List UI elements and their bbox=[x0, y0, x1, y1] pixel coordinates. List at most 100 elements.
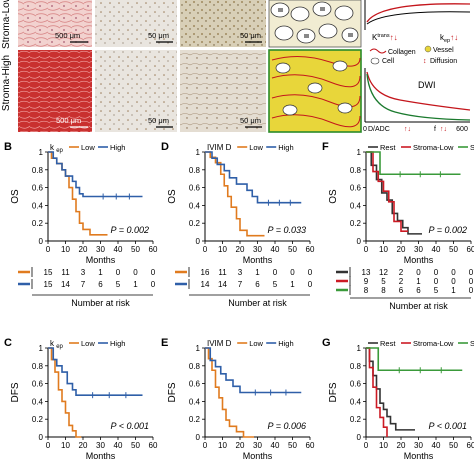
x-axis-label: Months bbox=[404, 451, 434, 461]
x-tick-label: 60 bbox=[149, 245, 158, 254]
cell-legend-icon bbox=[370, 57, 380, 65]
y-tick-label: 0.6 bbox=[350, 184, 362, 193]
y-axis-label: DFS bbox=[10, 382, 21, 402]
legend-label: Low bbox=[81, 143, 95, 152]
scale-bar-label: 50 μm bbox=[148, 31, 169, 40]
x-axis-label: Months bbox=[86, 255, 116, 265]
risk-count: 0 bbox=[151, 280, 156, 289]
legend-vessel: Vessel bbox=[433, 47, 454, 54]
x-tick-label: 60 bbox=[306, 245, 315, 254]
x-tick-label: 10 bbox=[218, 441, 227, 450]
collagen-fiber bbox=[271, 94, 361, 108]
row-label-stroma-high: Stroma-High bbox=[1, 55, 12, 111]
histology-row-labels: Stroma-Low Stroma-High bbox=[1, 0, 12, 111]
x-tick-label: 20 bbox=[236, 245, 245, 254]
x-tick-label: 30 bbox=[253, 441, 262, 450]
dwi-x-tick-0: 0 bbox=[363, 126, 367, 133]
dwi-xlabel: D/ADC bbox=[368, 126, 390, 133]
histology-tile-ihc-high-1 bbox=[95, 50, 177, 132]
y-axis-label: DFS bbox=[328, 382, 339, 402]
x-tick-label: 60 bbox=[149, 441, 158, 450]
legend-label: Stroma-Low bbox=[413, 339, 454, 348]
x-tick-label: 40 bbox=[114, 441, 123, 450]
panel-letter: C bbox=[4, 337, 12, 349]
km-curve-high bbox=[48, 347, 143, 396]
cell-shape bbox=[318, 23, 338, 39]
x-tick-label: 20 bbox=[397, 245, 406, 254]
risk-count: 0 bbox=[416, 268, 421, 277]
risk-count: 0 bbox=[308, 268, 313, 277]
risk-count: 14 bbox=[201, 280, 210, 289]
dwi-f-label: f bbox=[434, 126, 436, 133]
y-tick-label: 0.8 bbox=[32, 166, 44, 175]
risk-count: 0 bbox=[273, 268, 278, 277]
x-tick-label: 50 bbox=[131, 245, 140, 254]
km-panel-f: F00.20.40.60.810 10 20 30 40 50 60OSMonthsRest… bbox=[322, 141, 474, 311]
y-tick-label: 0 bbox=[39, 433, 44, 442]
x-tick-label: 50 bbox=[131, 441, 140, 450]
y-tick-label: 0 bbox=[357, 237, 362, 246]
risk-count: 1 bbox=[290, 280, 295, 289]
risk-count: 15 bbox=[44, 280, 53, 289]
y-tick-label: 0.4 bbox=[189, 201, 201, 210]
risk-count: 0 bbox=[308, 280, 313, 289]
y-tick-label: 0.2 bbox=[32, 415, 44, 424]
km-panel-d: D00.20.40.60.810 10 20 30 40 50 60OSMonthsIVIM… bbox=[161, 141, 315, 308]
cell-shape bbox=[274, 25, 294, 41]
x-tick-label: 0 bbox=[364, 441, 369, 450]
y-tick-label: 1 bbox=[39, 148, 44, 157]
x-tick-label: 30 bbox=[253, 245, 262, 254]
legend-label: Low bbox=[81, 339, 95, 348]
dwi-curve-green bbox=[366, 73, 471, 121]
risk-count: 6 bbox=[416, 286, 421, 295]
y-tick-label: 0.4 bbox=[32, 201, 44, 210]
dwi-x-tick-600: 600 bbox=[456, 126, 468, 133]
y-tick-label: 0.4 bbox=[350, 397, 362, 406]
legend-label: High bbox=[278, 339, 293, 348]
x-tick-label: 40 bbox=[271, 245, 280, 254]
histology-tile-ihc-low-2 bbox=[180, 0, 266, 47]
legend-label: Rest bbox=[380, 143, 396, 152]
y-tick-label: 0.8 bbox=[350, 166, 362, 175]
risk-count: 1 bbox=[133, 280, 138, 289]
y-tick-label: 0.2 bbox=[350, 219, 362, 228]
y-tick-label: 0.2 bbox=[189, 415, 201, 424]
risk-count: 1 bbox=[255, 268, 260, 277]
risk-count: 0 bbox=[133, 268, 138, 277]
x-tick-label: 40 bbox=[432, 245, 441, 254]
histology-grid: 500 μm 50 μm 50 μm 500 μm 50 μm 50 μm bbox=[18, 0, 266, 132]
collagen-legend-icon bbox=[369, 48, 387, 54]
risk-count: 6 bbox=[255, 280, 260, 289]
kep-label: kep↑↓ bbox=[440, 33, 458, 44]
kinetics-schematic: Ktrans↑↓ kep↑↓ Collagen Vessel Cell ↕ Di… bbox=[363, 0, 471, 133]
nucleus-shape bbox=[320, 7, 325, 11]
x-axis-label: Months bbox=[404, 255, 434, 265]
y-tick-label: 0.2 bbox=[350, 415, 362, 424]
x-tick-label: 40 bbox=[432, 441, 441, 450]
legend-label: High bbox=[110, 143, 125, 152]
risk-count: 3 bbox=[238, 268, 243, 277]
x-tick-label: 20 bbox=[79, 245, 88, 254]
risk-count: 0 bbox=[451, 277, 456, 286]
risk-count: 0 bbox=[469, 268, 474, 277]
histology-tile-ihc-high-2 bbox=[180, 50, 266, 132]
x-tick-label: 50 bbox=[288, 441, 297, 450]
x-tick-label: 10 bbox=[218, 245, 227, 254]
risk-count: 0 bbox=[469, 277, 474, 286]
risk-table-label: Number at risk bbox=[228, 298, 287, 308]
panel-letter: G bbox=[322, 337, 331, 349]
risk-count: 1 bbox=[98, 268, 103, 277]
risk-table-label: Number at risk bbox=[71, 298, 130, 308]
risk-count: 15 bbox=[44, 268, 53, 277]
panel-letter: B bbox=[4, 141, 12, 153]
x-tick-label: 30 bbox=[414, 245, 423, 254]
risk-count: 0 bbox=[469, 286, 474, 295]
risk-count: 0 bbox=[290, 268, 295, 277]
y-axis-label: OS bbox=[328, 189, 339, 204]
risk-count: 14 bbox=[61, 280, 70, 289]
p-value: P = 0.033 bbox=[268, 225, 306, 235]
y-tick-label: 0.4 bbox=[32, 397, 44, 406]
